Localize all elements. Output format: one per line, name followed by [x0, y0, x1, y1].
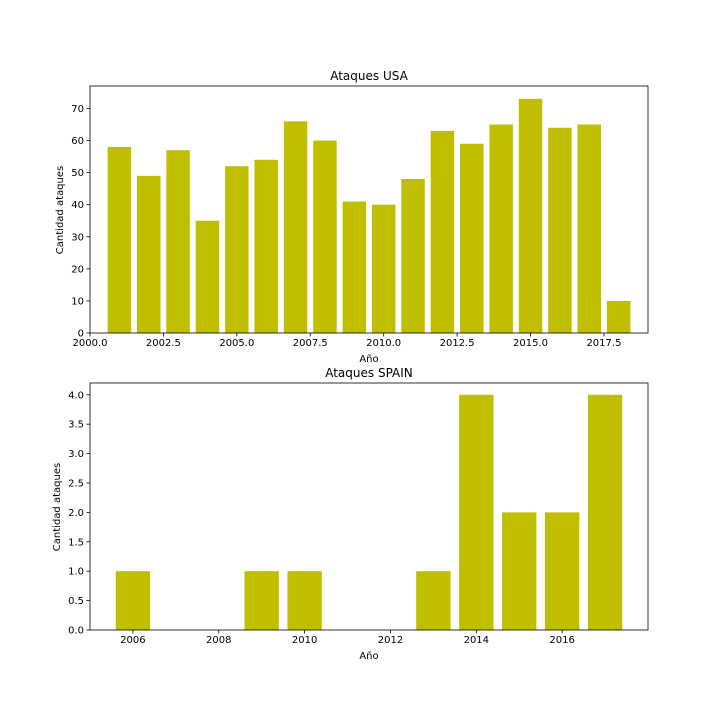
bar-2008 — [313, 140, 337, 333]
y-tick-label: 2.5 — [68, 478, 84, 489]
chart-title: Ataques USA — [330, 69, 408, 83]
bar-2003 — [166, 150, 190, 333]
bar-2009 — [244, 571, 279, 630]
x-tick-label: 2000.0 — [73, 338, 108, 349]
x-axis-ticks: 2000.0 2002.5 2005.0 2007.5 2010.0 2012.5 2015… — [73, 333, 621, 349]
y-tick-label: 50 — [71, 168, 84, 179]
bar-2011 — [401, 179, 425, 333]
x-tick-label: 2012 — [378, 635, 403, 646]
bar-2015 — [502, 512, 537, 630]
x-tick-label: 2017.5 — [586, 338, 621, 349]
y-tick-label: 20 — [71, 264, 84, 275]
bar-2007 — [283, 121, 308, 333]
y-tick-label: 60 — [71, 136, 84, 147]
bar-2009 — [342, 201, 367, 333]
y-tick-label: 30 — [71, 232, 84, 243]
x-tick-label: 2007.5 — [293, 338, 328, 349]
x-tick-label: 2016 — [549, 635, 574, 646]
bar-2014 — [459, 394, 494, 630]
x-tick-label: 2002.5 — [146, 338, 181, 349]
y-axis-ticks: 0.0 0.5 1.0 1.5 2.0 2.5 3.0 3.5 4.0 — [68, 390, 90, 637]
bar-2002 — [136, 175, 161, 333]
bar-2010 — [371, 204, 396, 333]
plot-frame — [89, 85, 649, 334]
chart-title: Ataques SPAIN — [325, 366, 413, 380]
y-tick-label: 0.0 — [68, 626, 84, 637]
y-tick-label: 3.0 — [68, 449, 84, 460]
x-tick-label: 2010 — [292, 635, 317, 646]
x-tick-label: 2014 — [464, 635, 489, 646]
bar-2006 — [115, 571, 151, 630]
bar-group — [115, 394, 623, 630]
y-axis-label: Cantidad ataques — [55, 166, 66, 254]
y-tick-label: 0 — [78, 329, 84, 340]
bar-2005 — [225, 166, 249, 333]
bar-2012 — [430, 130, 455, 333]
bar-2010 — [287, 571, 322, 630]
y-tick-label: 10 — [71, 296, 84, 307]
bar-group — [107, 98, 631, 334]
y-tick-label: 4.0 — [68, 390, 84, 401]
y-axis-ticks: 0 10 20 30 40 50 60 70 — [71, 104, 90, 340]
bar-2018 — [606, 300, 631, 333]
bar-2004 — [195, 220, 220, 333]
chart-usa: Ataques USA 2000.0 2002.5 2005.0 2007.5 2010… — [55, 69, 649, 365]
bar-2017 — [587, 394, 623, 630]
x-tick-label: 2006 — [120, 635, 145, 646]
chart-spain: Ataques SPAIN 2006 2008 2010 2012 2014 2016 0… — [52, 366, 649, 662]
bar-2016 — [548, 127, 572, 333]
y-axis-label: Cantidad ataques — [52, 463, 63, 551]
bar-2013 — [460, 143, 484, 333]
x-tick-label: 2012.5 — [440, 338, 475, 349]
bar-2015 — [518, 98, 543, 333]
x-tick-label: 2015.0 — [513, 338, 548, 349]
y-tick-label: 1.5 — [68, 537, 84, 548]
bar-2001 — [107, 146, 132, 333]
x-tick-label: 2005.0 — [219, 338, 254, 349]
bar-2006 — [254, 159, 278, 333]
x-tick-label: 2010.0 — [366, 338, 401, 349]
x-axis-label: Año — [359, 354, 378, 365]
bar-2013 — [416, 571, 451, 630]
y-tick-label: 3.5 — [68, 420, 84, 431]
x-axis-label: Año — [359, 651, 378, 662]
bar-2017 — [577, 124, 602, 334]
y-tick-label: 70 — [71, 104, 84, 115]
bar-2014 — [489, 124, 513, 334]
y-tick-label: 40 — [71, 200, 84, 211]
plot-frame — [89, 382, 649, 631]
x-axis-ticks: 2006 2008 2010 2012 2014 2016 — [120, 630, 575, 646]
y-tick-label: 0.5 — [68, 596, 84, 607]
y-tick-label: 1.0 — [68, 567, 84, 578]
bar-2016 — [544, 512, 580, 630]
y-tick-label: 2.0 — [68, 508, 84, 519]
x-tick-label: 2008 — [206, 635, 231, 646]
